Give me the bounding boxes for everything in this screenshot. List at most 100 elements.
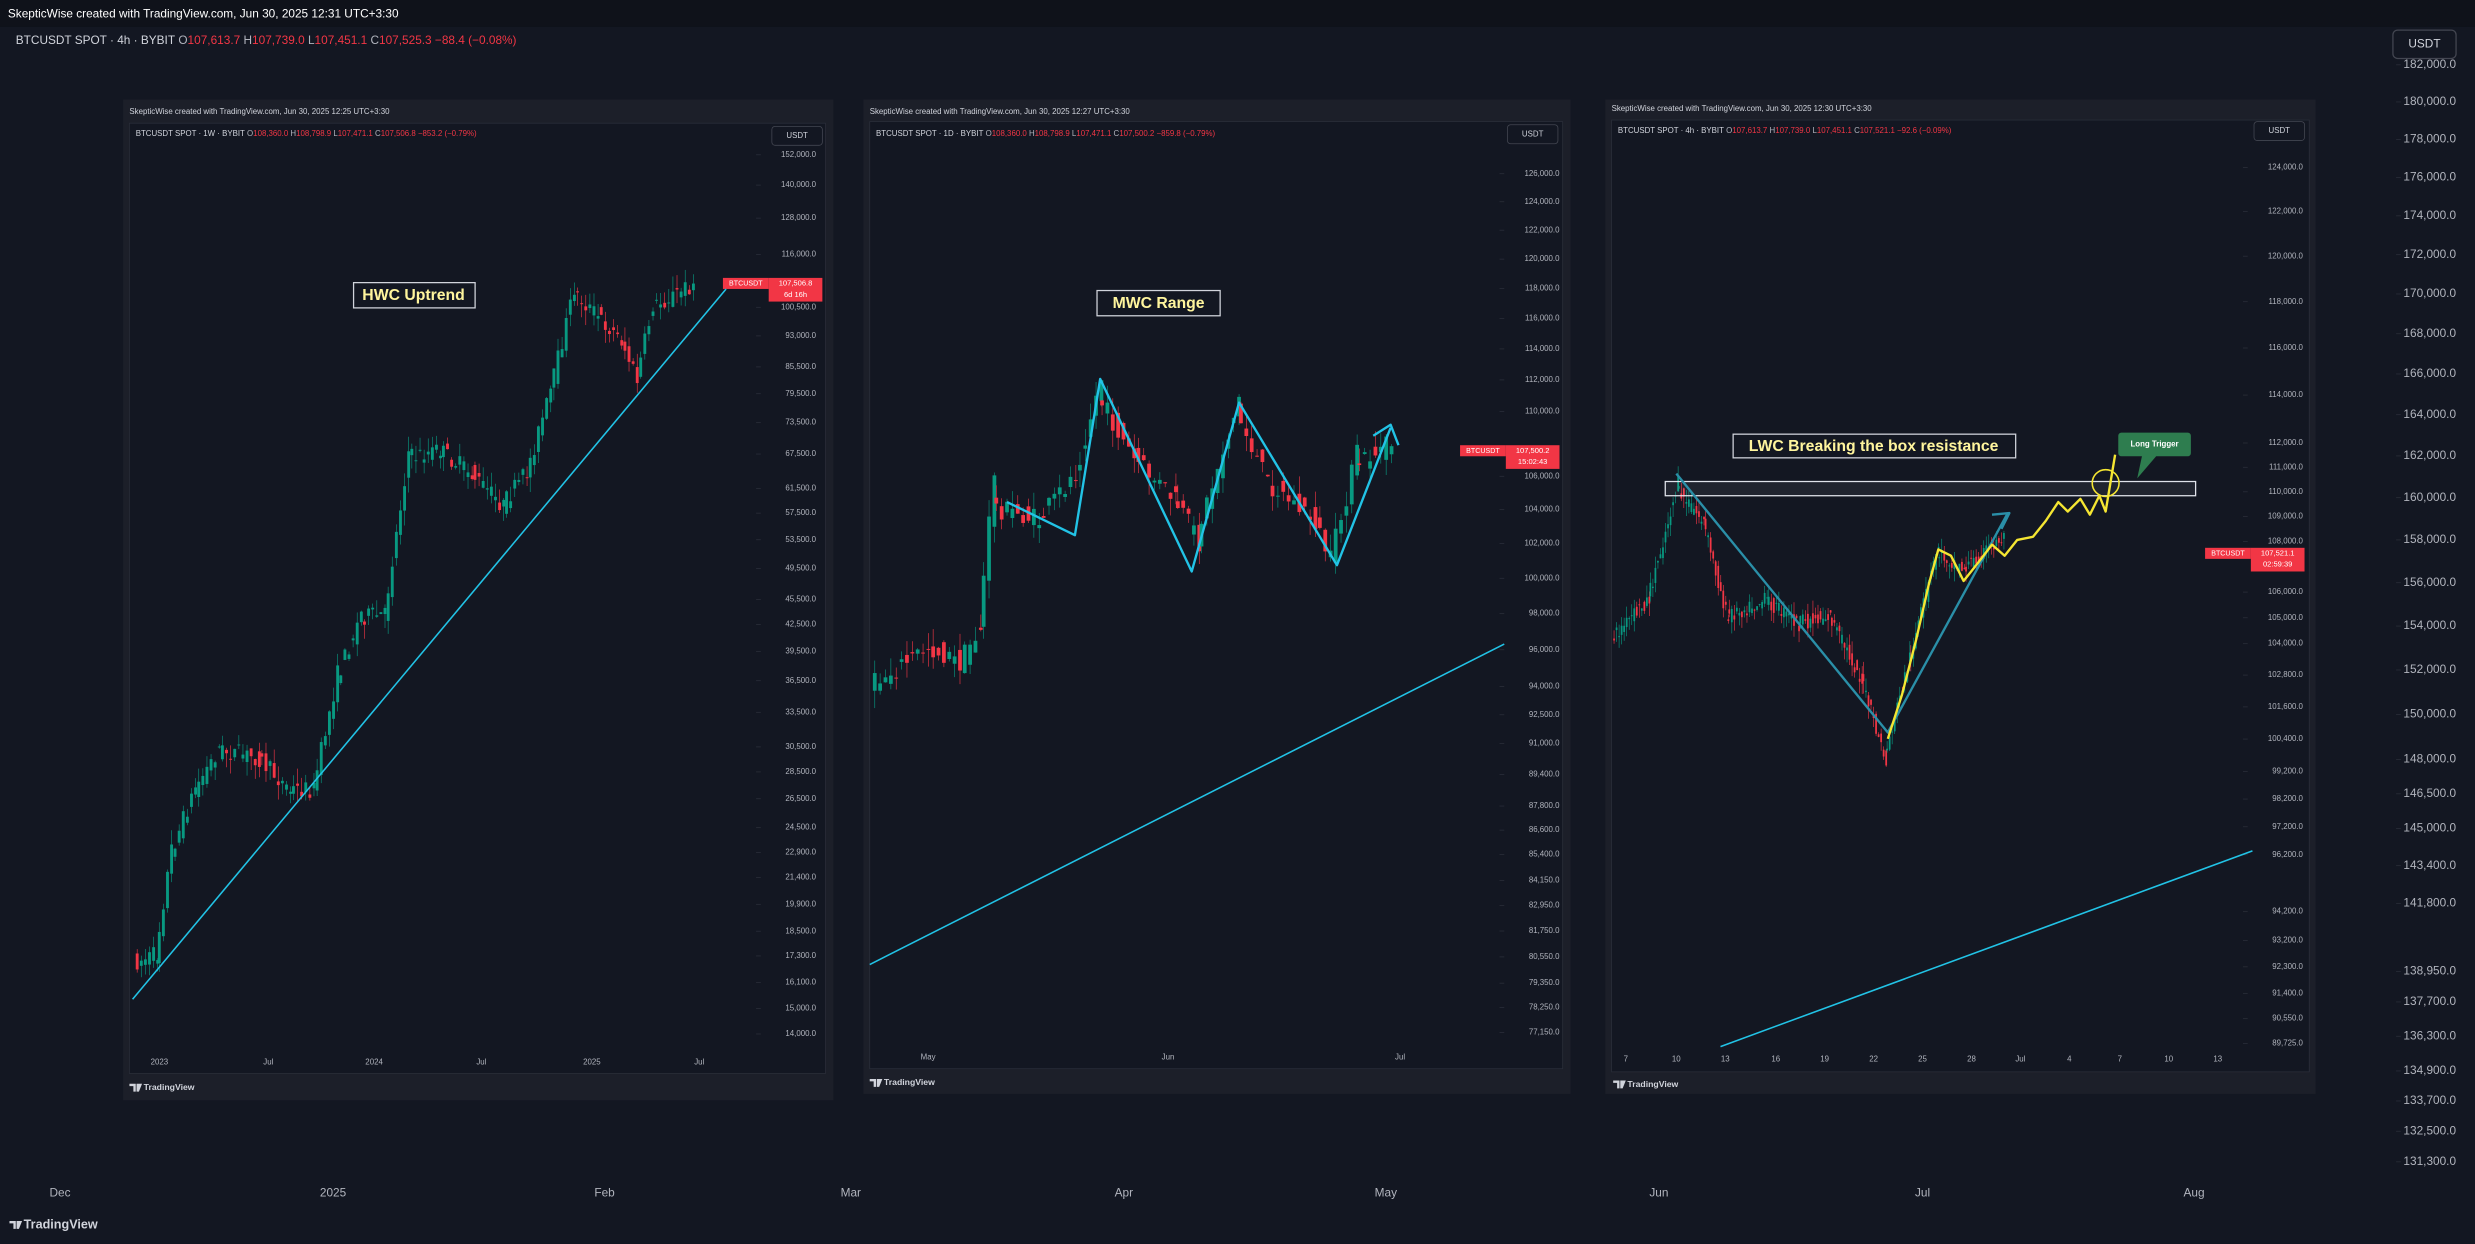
candle xyxy=(1625,617,1628,628)
candle xyxy=(1357,463,1362,466)
currency: USDT xyxy=(786,131,808,140)
currency-box[interactable] xyxy=(2392,29,2457,60)
candle xyxy=(987,516,991,581)
candle xyxy=(1833,620,1836,623)
candle xyxy=(1682,488,1685,497)
currency-box[interactable] xyxy=(1507,124,1559,145)
candle xyxy=(257,751,261,767)
candle xyxy=(545,398,549,419)
candle xyxy=(315,770,319,791)
candle xyxy=(1801,614,1804,625)
price-label: 118,000.0 xyxy=(1525,284,1560,293)
price-label: 124,000.0 xyxy=(2268,162,2304,171)
candle xyxy=(197,781,201,798)
price-label: 102,800.0 xyxy=(2268,670,2304,679)
candle xyxy=(968,644,972,665)
ohlc-key: H xyxy=(1770,126,1776,135)
price-label: 81,750.0 xyxy=(1529,926,1560,935)
candle xyxy=(1790,615,1793,619)
candle xyxy=(1830,617,1833,626)
candle xyxy=(1031,508,1036,526)
candle xyxy=(473,465,477,480)
ohlc-key: C xyxy=(375,129,381,138)
candle xyxy=(1948,565,1951,567)
ohlc-value: 107,506.8 xyxy=(381,129,417,138)
trend-line xyxy=(131,288,727,1000)
candle xyxy=(177,830,181,843)
candle xyxy=(521,469,525,475)
price-label: 82,950.0 xyxy=(1529,901,1560,910)
candle xyxy=(1853,667,1856,673)
time-label: 2024 xyxy=(365,1057,383,1066)
candle xyxy=(536,426,540,453)
ohlc-value: 107,500.2 xyxy=(1119,129,1154,138)
symbol: BTCUSDT SPOT · 4h · BYBIT xyxy=(16,33,175,47)
candle xyxy=(505,491,508,514)
price-label: 114,000.0 xyxy=(2268,390,2303,399)
price-label: 93,000.0 xyxy=(785,331,816,340)
candle xyxy=(671,291,675,307)
candle xyxy=(1615,627,1618,631)
ohlc-key: L xyxy=(308,33,315,47)
candle xyxy=(394,531,398,559)
price-tag xyxy=(1460,445,1506,457)
panel-chart xyxy=(129,122,826,1074)
candle xyxy=(596,316,600,319)
price-label: 14,000.0 xyxy=(785,1029,816,1038)
price-label: 116,000.0 xyxy=(782,250,817,259)
ohlc-value: 107,525.3 xyxy=(379,33,432,47)
candle xyxy=(1724,601,1727,605)
price-label: 126,000.0 xyxy=(1524,169,1560,178)
currency-box[interactable] xyxy=(2253,121,2305,141)
candle xyxy=(603,321,607,330)
candle xyxy=(1967,561,1970,565)
candle xyxy=(347,654,351,659)
candle xyxy=(1136,447,1141,462)
price-label: 137,700.0 xyxy=(2403,994,2456,1008)
price-label: 80,550.0 xyxy=(1529,952,1560,961)
candle xyxy=(292,786,295,794)
candle xyxy=(213,762,217,768)
price-label: 110,000.0 xyxy=(2268,487,2303,496)
candle xyxy=(528,457,532,478)
candle xyxy=(1972,557,1975,567)
candle xyxy=(418,449,422,451)
candle xyxy=(663,302,667,308)
candle xyxy=(209,759,213,771)
candle xyxy=(217,746,221,748)
candle xyxy=(1707,535,1710,538)
candle xyxy=(229,758,233,760)
candle xyxy=(1302,497,1307,507)
price-label: 112,000.0 xyxy=(1525,375,1560,384)
candle xyxy=(639,357,643,377)
candle xyxy=(1648,596,1651,604)
candle xyxy=(454,466,458,468)
price-label: 145,000.0 xyxy=(2403,821,2456,835)
candle xyxy=(1927,581,1930,602)
candle xyxy=(1088,419,1093,437)
candle xyxy=(173,848,177,857)
candle xyxy=(481,481,485,488)
ohlc-value: 107,451.1 xyxy=(1817,126,1852,135)
candle xyxy=(1695,505,1698,514)
price-label: 170,000.0 xyxy=(2403,286,2456,300)
candle xyxy=(1687,499,1690,507)
time-label: 10 xyxy=(1672,1054,1681,1063)
candle xyxy=(1157,479,1162,484)
candle xyxy=(489,486,493,496)
candle xyxy=(339,675,343,684)
candle xyxy=(888,675,893,684)
price-label: 15,000.0 xyxy=(785,1004,816,1013)
candle xyxy=(1795,615,1798,619)
currency-box[interactable] xyxy=(771,125,823,146)
price-label: 21,400.0 xyxy=(785,873,816,882)
tag-symbol: BTCUSDT xyxy=(729,280,763,288)
price-label: 53,500.0 xyxy=(785,535,816,544)
candle xyxy=(1738,612,1741,616)
price-label: 106,000.0 xyxy=(1524,471,1560,480)
candle xyxy=(1970,557,1972,559)
candle xyxy=(1961,561,1963,571)
candle xyxy=(161,909,165,937)
candle xyxy=(1693,508,1695,515)
candle xyxy=(1880,733,1883,743)
